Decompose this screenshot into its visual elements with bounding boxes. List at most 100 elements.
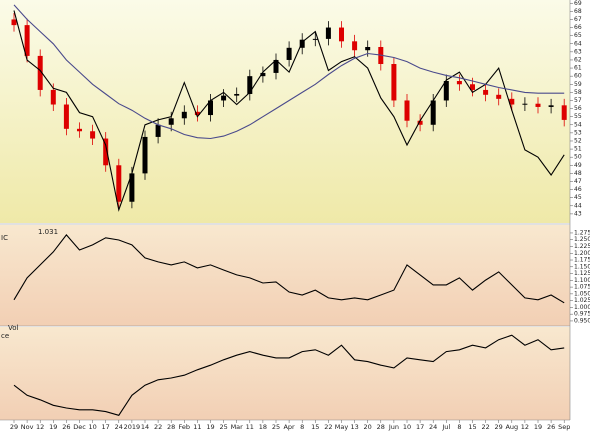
y-tick-label: 0.975 xyxy=(574,311,590,318)
candle-body xyxy=(234,93,240,96)
y-tick-label: 55 xyxy=(574,113,582,120)
y-tick-label: 67 xyxy=(574,16,582,23)
x-tick-label: Apr xyxy=(283,423,295,431)
candle-body xyxy=(63,104,69,129)
candle-body xyxy=(11,19,17,26)
candle-body xyxy=(352,41,358,51)
x-tick-label: 22 xyxy=(481,423,489,431)
x-tick-label: Aug xyxy=(505,423,518,431)
candle-body xyxy=(443,81,449,101)
x-tick-label: 10 xyxy=(403,423,411,431)
panel-label: Vol xyxy=(8,324,19,332)
y-tick-label: 1.200 xyxy=(574,250,590,257)
candle-body xyxy=(50,89,56,105)
y-tick-label: 52 xyxy=(574,137,582,144)
candle-body xyxy=(273,59,279,73)
x-tick-label: 8 xyxy=(300,423,304,431)
line xyxy=(13,234,565,304)
x-tick-label: 12 xyxy=(36,423,44,431)
y-tick-label: 0.950 xyxy=(574,317,590,324)
y-tick-label: 65 xyxy=(574,32,582,39)
candle-body xyxy=(142,136,148,174)
candle-body xyxy=(561,105,567,120)
x-tick-label: 11 xyxy=(193,423,201,431)
y-tick-label: 56 xyxy=(574,105,582,112)
y-tick-label: 60 xyxy=(574,73,582,80)
y-tick-label: 59 xyxy=(574,81,582,88)
candle-body xyxy=(417,120,423,125)
x-tick-label: 8 xyxy=(457,423,461,431)
candle-body xyxy=(496,94,502,99)
candle-body xyxy=(90,131,96,139)
candle-body xyxy=(509,98,515,105)
candle-body xyxy=(181,111,187,119)
x-tick-label: 15 xyxy=(468,423,476,431)
x-tick-label: 17 xyxy=(102,423,110,431)
price-plot xyxy=(11,4,567,212)
x-tick-label: 22 xyxy=(154,423,162,431)
x-tick-label: 20 xyxy=(364,423,372,431)
candle-body xyxy=(299,39,305,48)
candle-body xyxy=(535,103,541,107)
candle-body xyxy=(103,138,109,166)
candle-body xyxy=(168,118,174,125)
candle-body xyxy=(404,100,410,121)
x-tick-label: Nov xyxy=(21,423,34,431)
x-tick-label: 25 xyxy=(272,423,280,431)
x-tick-label: Dec xyxy=(73,423,86,431)
panel-sublabel: ce xyxy=(1,332,9,340)
x-tick-label: 10 xyxy=(88,423,96,431)
y-tick-label: 1.025 xyxy=(574,297,590,304)
x-tick-label: 14 xyxy=(141,423,149,431)
x-tick-label: 22 xyxy=(324,423,332,431)
candle-body xyxy=(391,64,397,101)
y-tick-label: 1.050 xyxy=(574,290,590,297)
candle-body xyxy=(456,81,462,85)
x-tick-label: 19 xyxy=(206,423,214,431)
current-value: 1.031 xyxy=(38,228,58,236)
y-tick-label: 1.250 xyxy=(574,236,590,243)
candle-body xyxy=(77,128,82,132)
x-tick-label: 19 xyxy=(534,423,542,431)
x-tick-label: 29 xyxy=(495,423,503,431)
candle-body xyxy=(286,47,292,60)
price-panel xyxy=(0,0,570,223)
candle-body xyxy=(24,25,30,56)
y-tick-label: 54 xyxy=(574,121,582,128)
ratio-panel xyxy=(0,225,570,326)
candle-body xyxy=(470,84,475,90)
panel-label: IC xyxy=(1,234,8,242)
y-tick-label: 53 xyxy=(574,129,582,136)
candle-body xyxy=(116,165,122,202)
x-tick-label: 24 xyxy=(429,423,437,431)
y-tick-label: 1.150 xyxy=(574,263,590,270)
line xyxy=(13,334,565,416)
x-tick-label: 26 xyxy=(62,423,70,431)
candle-body xyxy=(522,103,528,105)
candle-body xyxy=(548,105,554,107)
candle-body xyxy=(339,27,344,42)
candle-body xyxy=(247,76,253,94)
x-tick-label: Sep xyxy=(558,423,570,431)
y-tick-label: 46 xyxy=(574,186,582,193)
y-tick-label: 62 xyxy=(574,56,582,63)
line xyxy=(13,4,565,140)
x-tick-label: 25 xyxy=(219,423,227,431)
y-tick-label: 1.275 xyxy=(574,229,590,236)
y-tick-label: 69 xyxy=(574,0,582,7)
y-tick-label: 1.075 xyxy=(574,284,590,291)
y-tick-label: 45 xyxy=(574,194,582,201)
candle-body xyxy=(325,27,331,39)
y-tick-label: 64 xyxy=(574,40,582,47)
x-tick-label: 24 xyxy=(115,423,123,431)
candle-body xyxy=(430,100,436,125)
y-tick-label: 61 xyxy=(574,65,582,72)
x-tick-label: 28 xyxy=(167,423,175,431)
candle-body xyxy=(194,111,200,116)
candle-body xyxy=(483,89,489,95)
x-tick-label: 19 xyxy=(49,423,57,431)
y-tick-label: 58 xyxy=(574,89,582,96)
candle-body xyxy=(260,72,266,77)
y-tick-label: 66 xyxy=(574,24,582,31)
